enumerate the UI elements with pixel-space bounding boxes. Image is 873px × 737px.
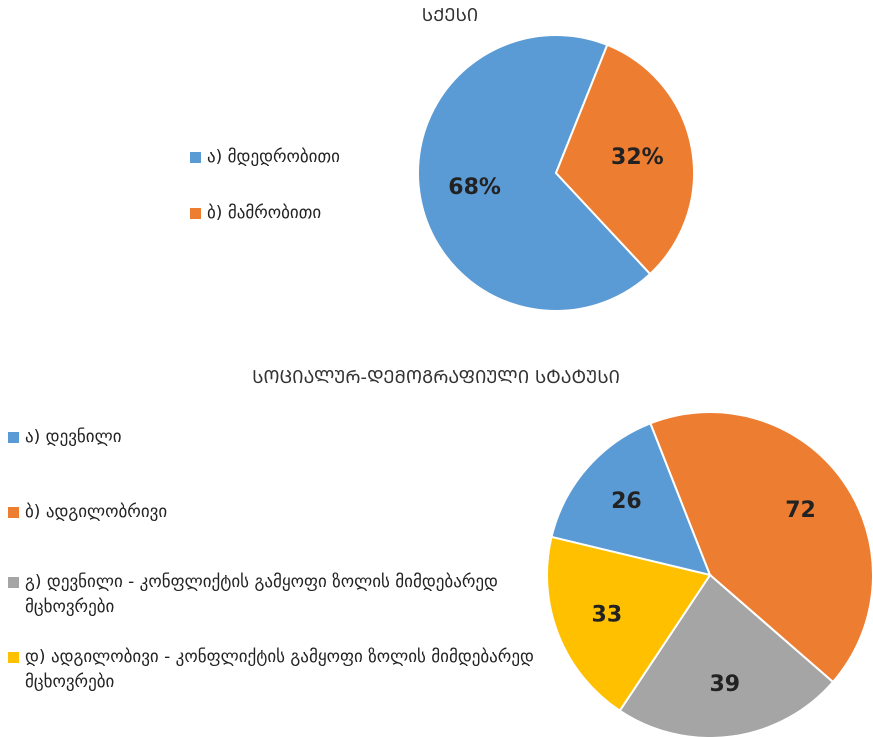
legend-item: ბ) მამრობითი bbox=[190, 201, 450, 226]
legend-label: ა) მდედრობითი bbox=[207, 147, 340, 167]
legend-label: გ) დევნილი - კონფლიქტის გამყოფი ზოლის მი… bbox=[25, 572, 498, 617]
legend-swatch bbox=[8, 432, 19, 443]
pie-slice bbox=[554, 43, 695, 276]
legend-label: ბ) მამრობითი bbox=[207, 203, 322, 223]
legend-label: ა) დევნილი bbox=[25, 427, 122, 447]
chart-title: ᲡᲥᲔᲡᲘ bbox=[422, 5, 478, 26]
legend-swatch bbox=[8, 577, 19, 588]
data-label: 33 bbox=[592, 603, 623, 628]
legend-item: ა) დევნილი bbox=[8, 425, 548, 450]
legend-swatch bbox=[190, 208, 201, 219]
data-label: 72 bbox=[785, 498, 816, 523]
pie-slice bbox=[618, 573, 835, 737]
data-label: 68% bbox=[448, 175, 501, 200]
pie-slice bbox=[417, 34, 652, 312]
chart-title: ᲡᲝᲪᲘᲐᲚᲣᲠ-ᲓᲔᲛᲝᲒᲠᲐᲤᲘᲣᲚᲘ ᲡᲢᲐᲢᲣᲡᲘ bbox=[252, 367, 620, 388]
data-label: 39 bbox=[709, 672, 740, 697]
data-label: 32% bbox=[611, 145, 664, 170]
legend-swatch bbox=[8, 652, 19, 663]
pie-slice bbox=[550, 421, 712, 577]
pie-slice bbox=[546, 535, 712, 713]
legend-label: ბ) ადგილობრივი bbox=[25, 502, 168, 522]
data-label: 26 bbox=[611, 489, 642, 514]
legend-item: ბ) ადგილობრივი bbox=[8, 500, 548, 525]
legend-swatch bbox=[190, 152, 201, 163]
legend-label: დ) ადგილობივი - კონფლიქტის გამყოფი ზოლის… bbox=[25, 647, 534, 692]
legend-item: ა) მდედრობითი bbox=[190, 145, 450, 170]
legend-item: დ) ადგილობივი - კონფლიქტის გამყოფი ზოლის… bbox=[8, 645, 548, 695]
pie-slice bbox=[649, 411, 873, 684]
legend-swatch bbox=[8, 507, 19, 518]
legend-item: გ) დევნილი - კონფლიქტის გამყოფი ზოლის მი… bbox=[8, 570, 548, 620]
